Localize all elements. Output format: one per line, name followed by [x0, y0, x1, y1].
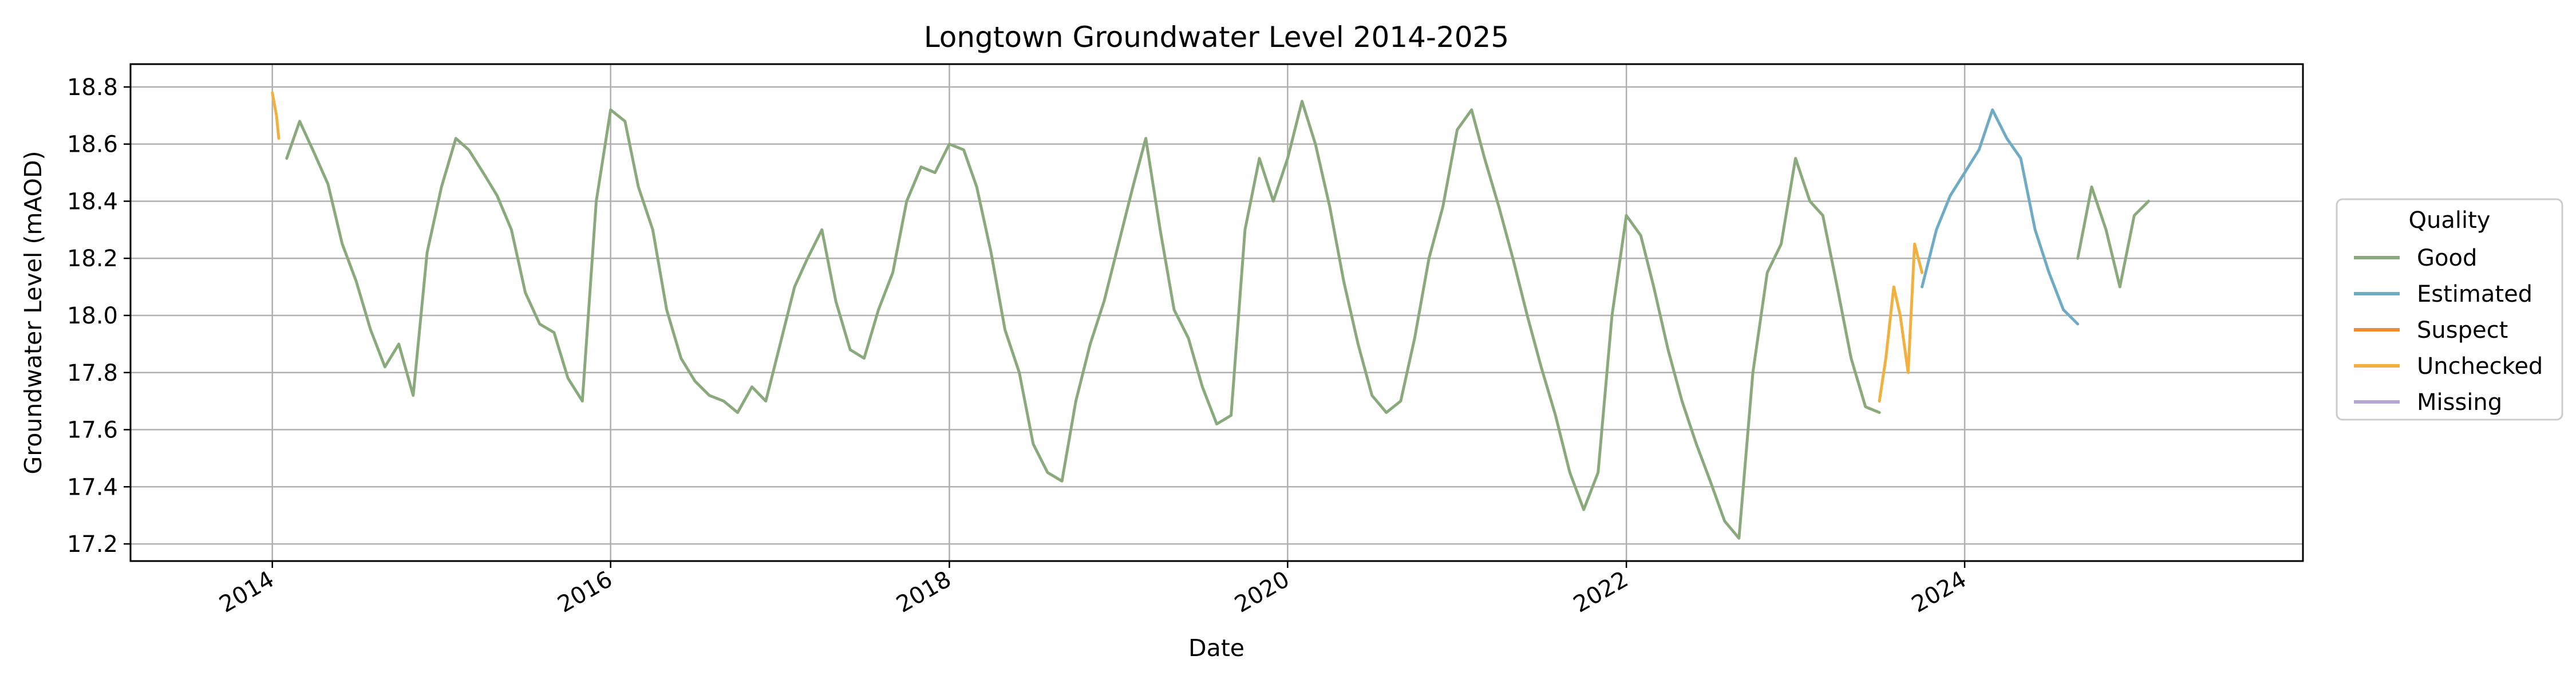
x-tick-label: 2020	[1230, 566, 1294, 618]
legend-label-estimated: Estimated	[2417, 281, 2532, 307]
series-line-unchecked	[1878, 242, 1924, 403]
legend-entries: Good Estimated Suspect Unchecked Missing	[2354, 245, 2543, 416]
x-tick-label: 2024	[1907, 566, 1971, 618]
legend-label-suspect: Suspect	[2417, 317, 2508, 344]
plot-frame	[129, 63, 2304, 562]
chart-title: Longtown Groundwater Level 2014-2025	[924, 21, 1509, 54]
x-tick-label: 2014	[215, 566, 279, 618]
x-axis-label: Date	[1188, 634, 1244, 662]
y-tick-label: 18.8	[67, 74, 118, 101]
series-line-good	[285, 100, 1881, 540]
y-tick-label: 18.4	[67, 188, 118, 215]
y-tick-label: 18.0	[67, 303, 118, 329]
y-axis-label: Groundwater Level (mAOD)	[19, 151, 47, 474]
legend: Quality Good Estimated Suspect Unchecked Mis…	[2336, 198, 2563, 421]
legend-label-good: Good	[2417, 245, 2477, 271]
x-tick-label: 2018	[892, 566, 955, 618]
series-line-good	[2076, 185, 2150, 289]
legend-label-missing: Missing	[2417, 389, 2502, 416]
series-line-estimated	[1921, 108, 2080, 326]
y-tick-label: 17.2	[67, 531, 118, 558]
y-tick-label: 17.6	[67, 417, 118, 444]
series-layer	[271, 91, 2150, 540]
x-tick-label: 2016	[553, 566, 617, 618]
y-tick-label: 18.2	[67, 246, 118, 272]
y-tick-label: 18.6	[67, 132, 118, 158]
series-line-unchecked	[271, 91, 280, 140]
legend-title: Quality	[2409, 207, 2491, 234]
y-tick-label: 17.4	[67, 474, 118, 500]
legend-label-unchecked: Unchecked	[2417, 353, 2543, 380]
ticks: 17.2 17.4 17.6 17.8 18.0 18.2 18.4 18.6 18.8 2014…	[67, 74, 1971, 618]
x-tick-label: 2022	[1569, 566, 1633, 618]
y-tick-label: 17.8	[67, 360, 118, 386]
